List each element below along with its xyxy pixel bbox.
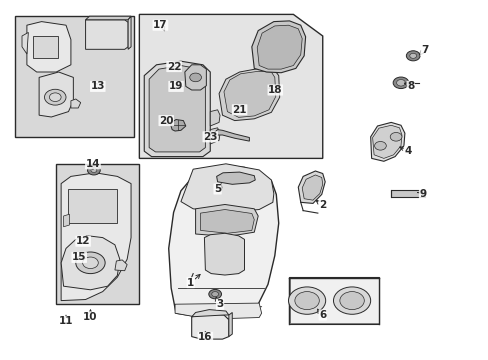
Polygon shape xyxy=(370,122,404,161)
Polygon shape xyxy=(181,164,273,212)
Text: 8: 8 xyxy=(407,81,413,91)
Polygon shape xyxy=(210,110,220,126)
Polygon shape xyxy=(61,173,131,301)
Circle shape xyxy=(396,80,405,86)
Polygon shape xyxy=(22,32,28,54)
Bar xyxy=(33,36,58,58)
Text: 1: 1 xyxy=(187,278,194,288)
Polygon shape xyxy=(298,171,325,203)
Text: 16: 16 xyxy=(198,332,212,342)
Text: 23: 23 xyxy=(203,132,217,142)
Circle shape xyxy=(208,289,221,299)
Circle shape xyxy=(374,141,386,150)
Text: 21: 21 xyxy=(232,105,246,115)
Polygon shape xyxy=(204,233,244,275)
Polygon shape xyxy=(144,61,210,157)
Bar xyxy=(68,189,117,223)
Polygon shape xyxy=(224,71,275,117)
Polygon shape xyxy=(39,72,73,117)
Polygon shape xyxy=(71,99,81,108)
Polygon shape xyxy=(219,68,279,121)
Text: 11: 11 xyxy=(59,316,73,326)
Bar xyxy=(288,277,378,324)
Polygon shape xyxy=(191,314,228,339)
Polygon shape xyxy=(195,204,258,237)
Polygon shape xyxy=(85,20,128,49)
Text: 9: 9 xyxy=(419,189,426,199)
Polygon shape xyxy=(191,310,228,317)
Text: 6: 6 xyxy=(319,310,325,320)
Text: 13: 13 xyxy=(90,81,105,91)
Text: 10: 10 xyxy=(83,312,98,322)
Text: 5: 5 xyxy=(214,184,221,194)
Polygon shape xyxy=(170,120,185,131)
Text: 4: 4 xyxy=(404,146,411,156)
Circle shape xyxy=(189,73,201,82)
Circle shape xyxy=(406,51,419,61)
Polygon shape xyxy=(175,303,261,319)
Polygon shape xyxy=(257,25,302,69)
Text: 20: 20 xyxy=(159,116,173,126)
Polygon shape xyxy=(216,172,255,184)
Circle shape xyxy=(49,93,61,102)
Polygon shape xyxy=(85,16,131,20)
Polygon shape xyxy=(27,22,71,72)
Polygon shape xyxy=(63,214,69,227)
Polygon shape xyxy=(213,130,249,141)
Text: 15: 15 xyxy=(72,252,86,262)
Text: 12: 12 xyxy=(76,236,90,246)
Polygon shape xyxy=(168,166,278,318)
Circle shape xyxy=(333,287,370,314)
Polygon shape xyxy=(149,66,205,152)
Circle shape xyxy=(211,292,218,297)
Bar xyxy=(289,278,378,323)
Circle shape xyxy=(82,257,98,269)
Text: 2: 2 xyxy=(319,200,325,210)
Polygon shape xyxy=(61,236,120,290)
Text: 7: 7 xyxy=(420,45,427,55)
Circle shape xyxy=(294,292,319,310)
Polygon shape xyxy=(251,21,305,73)
Polygon shape xyxy=(372,125,401,158)
Polygon shape xyxy=(139,14,322,158)
Circle shape xyxy=(87,166,100,175)
Bar xyxy=(56,164,139,304)
Polygon shape xyxy=(128,16,131,49)
Text: 3: 3 xyxy=(216,299,223,309)
Circle shape xyxy=(339,292,364,310)
Text: 19: 19 xyxy=(168,81,183,91)
Circle shape xyxy=(76,252,105,274)
Text: 14: 14 xyxy=(85,159,100,169)
Bar xyxy=(15,16,134,137)
Polygon shape xyxy=(210,128,220,144)
Text: 17: 17 xyxy=(153,20,167,30)
Text: 22: 22 xyxy=(166,62,181,72)
Text: 18: 18 xyxy=(267,85,282,95)
Circle shape xyxy=(288,287,325,314)
Circle shape xyxy=(409,53,416,58)
Polygon shape xyxy=(184,65,206,90)
Polygon shape xyxy=(390,190,425,197)
Circle shape xyxy=(392,77,408,89)
Polygon shape xyxy=(200,210,254,233)
Polygon shape xyxy=(302,175,322,200)
Circle shape xyxy=(91,168,97,172)
Circle shape xyxy=(389,132,401,141)
Polygon shape xyxy=(115,260,127,271)
Circle shape xyxy=(44,89,66,105)
Polygon shape xyxy=(228,312,232,337)
